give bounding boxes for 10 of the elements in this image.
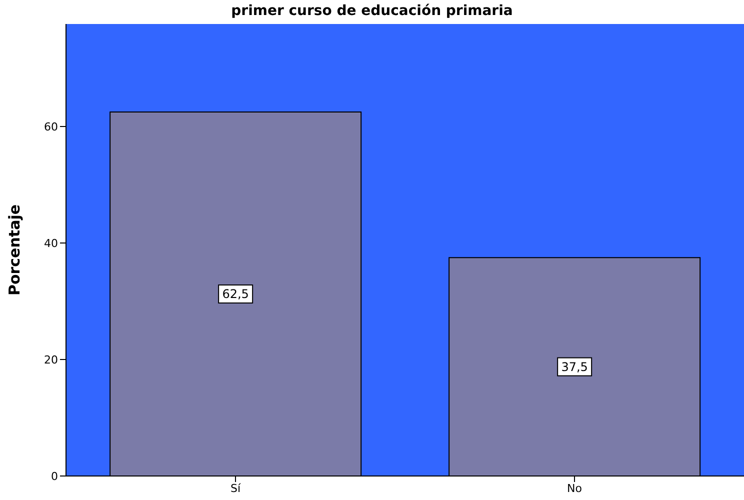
y-tick-label: 40 [44,236,58,250]
x-tick-label: No [567,482,582,495]
y-tick-label: 60 [44,120,58,134]
data-label: 37,5 [561,360,588,374]
chart-title: primer curso de educación primaria [230,2,514,21]
y-tick-label: 20 [44,353,58,366]
y-tick-label: 0 [51,470,58,483]
data-label: 62,5 [222,286,249,301]
x-tick-label: Sí [230,482,242,495]
y-axis-title: Porcentaje [5,204,24,296]
